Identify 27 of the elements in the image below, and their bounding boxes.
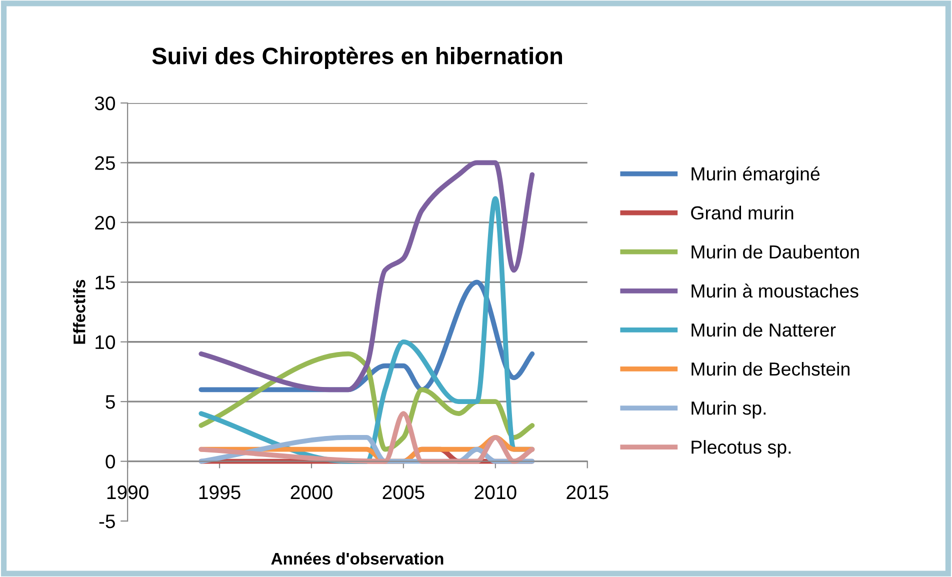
y-tick-label: 5 [106, 395, 115, 409]
y-tick-label: 25 [95, 156, 115, 170]
legend-label: Murin émarginé [692, 166, 820, 184]
legend-label: Murin de Natterer [692, 322, 836, 337]
y-tick-label: 20 [95, 216, 116, 230]
legend-label: Grand murin [691, 206, 794, 220]
legend-label: Murin à moustaches [692, 284, 858, 298]
x-tick-label: 2015 [566, 485, 608, 500]
legend-label: Plecotus sp. [692, 440, 791, 458]
x-tick-label: 2005 [382, 485, 424, 500]
line-series [198, 411, 535, 464]
chart-title: Suivi des Chiroptères en hibernation [152, 46, 562, 70]
y-tick-label: 0 [106, 454, 116, 469]
y-tick-label: 15 [96, 276, 115, 290]
line-series [198, 160, 535, 392]
x-tick-label: 1990 [107, 485, 148, 500]
x-axis-title: Années d'observation [271, 552, 444, 565]
x-tick-label: 1995 [199, 485, 240, 500]
y-tick-label: -5 [99, 514, 115, 528]
legend-label: Murin de Daubenton [692, 244, 859, 259]
y-tick-label: 30 [94, 96, 116, 110]
y-tick-label: 10 [96, 335, 116, 350]
legend-label: Murin de Bechstein [692, 362, 850, 376]
legend-label: Murin sp. [692, 400, 766, 418]
x-tick-label: 2000 [290, 485, 332, 500]
y-axis-title: Effectifs [73, 280, 86, 344]
x-tick-label: 2010 [474, 485, 516, 500]
